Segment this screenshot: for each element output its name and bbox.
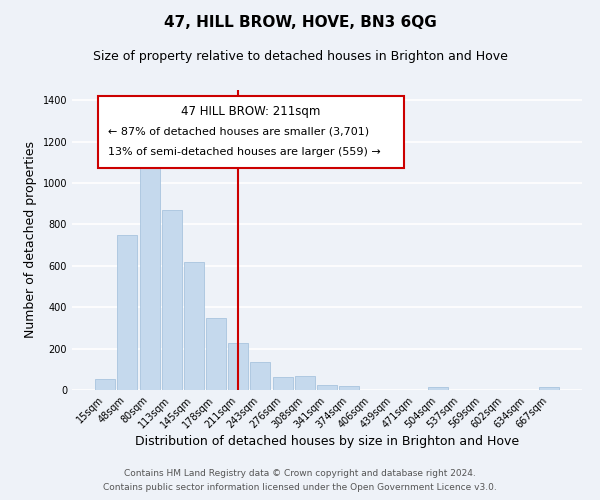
Bar [140, 164, 160, 390]
Text: ← 87% of detached houses are smaller (3,701): ← 87% of detached houses are smaller (3,… [108, 126, 369, 136]
Text: 47 HILL BROW: 211sqm: 47 HILL BROW: 211sqm [181, 105, 320, 118]
Text: Size of property relative to detached houses in Brighton and Hove: Size of property relative to detached ho… [92, 50, 508, 63]
Bar [228, 344, 248, 390]
X-axis label: Distribution of detached houses by size in Brighton and Hove: Distribution of detached houses by size … [135, 436, 519, 448]
Bar [428, 387, 448, 390]
Text: Contains public sector information licensed under the Open Government Licence v3: Contains public sector information licen… [103, 484, 497, 492]
FancyBboxPatch shape [97, 96, 404, 168]
Bar [272, 376, 293, 390]
Text: Contains HM Land Registry data © Crown copyright and database right 2024.: Contains HM Land Registry data © Crown c… [124, 468, 476, 477]
Bar [95, 378, 115, 390]
Bar [317, 385, 337, 390]
Bar [339, 386, 359, 390]
Bar [206, 318, 226, 390]
Y-axis label: Number of detached properties: Number of detached properties [24, 142, 37, 338]
Bar [295, 376, 315, 390]
Bar [162, 210, 182, 390]
Text: 13% of semi-detached houses are larger (559) →: 13% of semi-detached houses are larger (… [108, 147, 380, 157]
Bar [184, 262, 204, 390]
Bar [250, 362, 271, 390]
Bar [118, 235, 137, 390]
Text: 47, HILL BROW, HOVE, BN3 6QG: 47, HILL BROW, HOVE, BN3 6QG [164, 15, 436, 30]
Bar [539, 387, 559, 390]
